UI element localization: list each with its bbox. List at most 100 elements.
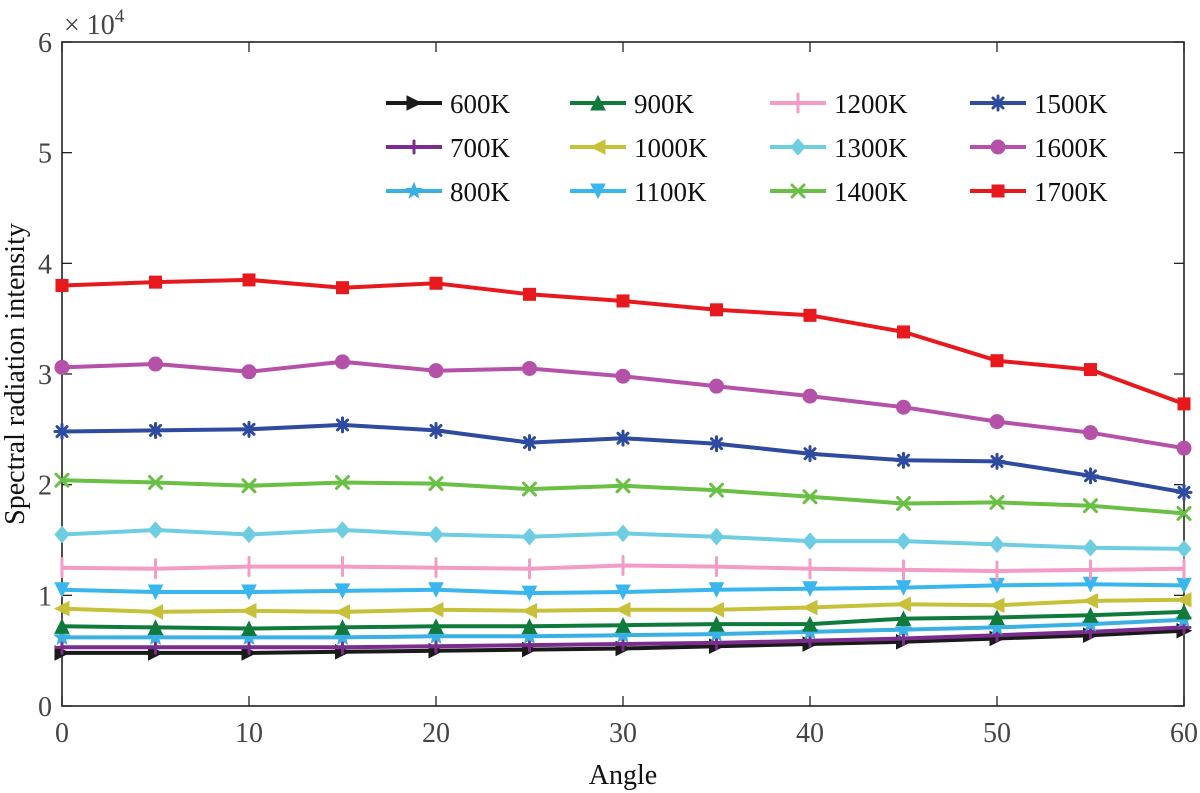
- data-point: [708, 435, 725, 453]
- data-point: [522, 637, 537, 653]
- data-point: [802, 633, 818, 649]
- data-point: [334, 521, 351, 539]
- series-1100K: [54, 576, 1192, 602]
- legend-item: 1000K: [570, 133, 708, 163]
- tick-group: 0 10 20 30 40 50 60 0 1 2 3 4 5 6: [38, 28, 1198, 749]
- data-point: [708, 601, 724, 618]
- data-point: [1082, 467, 1099, 485]
- data-point: [1175, 591, 1192, 608]
- x-tick-label: 20: [422, 718, 450, 749]
- legend-item: 1300K: [770, 133, 908, 163]
- data-point: [709, 482, 724, 498]
- data-point: [802, 615, 818, 632]
- data-point: [54, 639, 70, 655]
- data-point: [614, 429, 632, 447]
- data-point: [54, 525, 70, 544]
- y-tick-label: 2: [38, 471, 52, 502]
- data-point: [1176, 603, 1192, 620]
- data-point: [801, 445, 819, 463]
- legend-item: 1600K: [970, 133, 1108, 163]
- legend-marker: [790, 138, 806, 156]
- legend-label: 1000K: [634, 133, 708, 163]
- data-point: [523, 287, 536, 301]
- data-point: [895, 451, 912, 469]
- data-point: [148, 356, 163, 372]
- data-point: [990, 354, 1004, 368]
- data-point: [615, 478, 631, 494]
- data-point: [896, 399, 911, 415]
- data-point: [895, 580, 912, 596]
- data-point: [334, 619, 351, 635]
- legend-marker: [589, 139, 606, 155]
- data-point: [521, 618, 538, 634]
- data-point: [53, 600, 70, 617]
- legend-label: 1400K: [834, 177, 908, 207]
- legend-marker: [590, 183, 606, 200]
- data-point: [429, 276, 443, 290]
- data-point: [522, 481, 537, 497]
- data-point: [428, 582, 444, 598]
- series-1000K: [53, 591, 1192, 620]
- legend-item: 600K: [386, 89, 511, 119]
- legend-marker: [790, 183, 806, 199]
- data-point: [1176, 540, 1192, 558]
- data-point: [989, 535, 1005, 554]
- legend-marker: [990, 139, 1006, 155]
- series-1600K: [54, 354, 1192, 456]
- data-point: [1177, 397, 1191, 411]
- data-point: [802, 532, 818, 550]
- legend-label: 800K: [450, 177, 511, 207]
- data-point: [1082, 538, 1099, 557]
- y-tick-label: 4: [38, 249, 52, 280]
- data-point: [147, 421, 164, 439]
- legend-label: 600K: [450, 89, 511, 119]
- legend-marker: [989, 94, 1007, 112]
- x-tick-label: 50: [983, 718, 1011, 749]
- series-layer: [53, 273, 1193, 661]
- data-point: [149, 275, 162, 289]
- data-point: [989, 414, 1005, 430]
- data-point: [708, 582, 725, 598]
- legend-item: 900K: [570, 89, 695, 119]
- data-point: [428, 638, 444, 654]
- y-multiplier-exponent: 4: [115, 6, 125, 27]
- data-point: [897, 325, 910, 339]
- x-tick-label: 30: [609, 718, 637, 749]
- data-point: [521, 527, 538, 546]
- data-point: [241, 620, 257, 637]
- series-700K: [54, 619, 1192, 655]
- data-point: [614, 601, 631, 618]
- legend-label: 1700K: [1034, 177, 1108, 207]
- data-point: [147, 604, 163, 620]
- legend-item: 1100K: [570, 177, 707, 207]
- legend-item: 1200K: [770, 89, 908, 119]
- legend-marker: [405, 181, 423, 199]
- legend-marker: [991, 184, 1005, 198]
- data-point: [802, 388, 818, 404]
- legend-label: 1500K: [1034, 89, 1108, 119]
- data-point: [147, 521, 164, 539]
- data-point: [334, 583, 351, 600]
- data-point: [54, 582, 70, 598]
- data-point: [521, 434, 538, 452]
- data-point: [428, 476, 444, 492]
- data-point: [802, 489, 818, 505]
- data-point: [616, 294, 630, 308]
- x-tick-label: 10: [235, 718, 263, 749]
- legend-label: 1600K: [1034, 133, 1108, 163]
- data-point: [241, 478, 257, 494]
- data-point: [335, 474, 350, 490]
- data-point: [240, 603, 257, 619]
- y-tick-label: 5: [38, 139, 52, 170]
- data-point: [54, 472, 70, 488]
- data-point: [427, 421, 445, 439]
- data-point: [148, 639, 163, 655]
- legend-label: 1100K: [634, 177, 707, 207]
- data-point: [615, 524, 631, 543]
- data-point: [55, 278, 69, 292]
- legend-item: 1400K: [770, 177, 908, 207]
- data-point: [709, 378, 724, 394]
- x-tick-label: 60: [1170, 718, 1198, 749]
- y-axis-title: Spectral radiation intensity: [0, 223, 31, 525]
